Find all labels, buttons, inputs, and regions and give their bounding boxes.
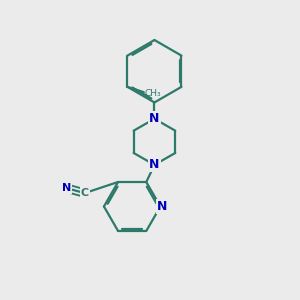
Text: C: C [80,188,89,198]
Text: CH₃: CH₃ [145,89,161,98]
Text: N: N [149,158,160,171]
Text: N: N [157,200,167,213]
Text: N: N [61,183,71,193]
Text: N: N [149,112,160,125]
